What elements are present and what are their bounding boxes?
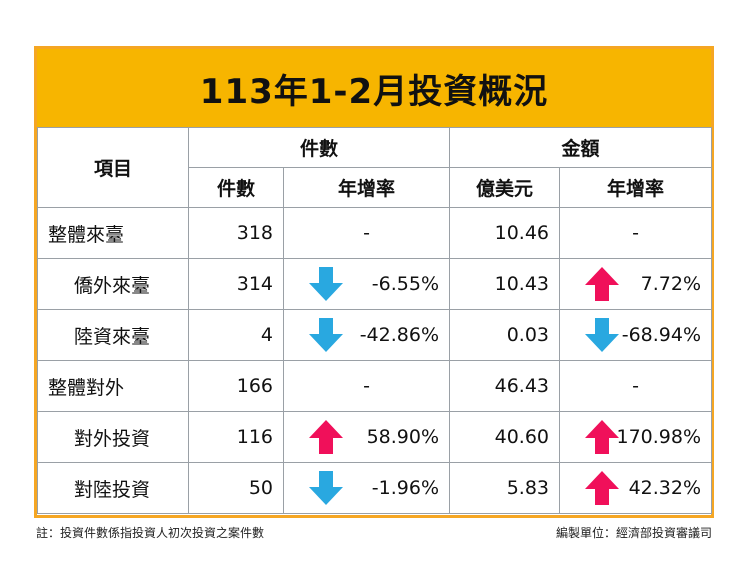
report-frame: 113年1-2月投資概況 項目 件數 金額 件數 年增率 億美元 年增率 整體來…	[34, 46, 714, 518]
table-row: 僑外來臺 314 -6.55% 10.43 7.72%	[37, 258, 713, 310]
row-amount-growth-value: 7.72%	[640, 273, 702, 295]
header-amount-unit: 億美元	[449, 167, 561, 208]
row-count-growth: -1.96%	[282, 462, 451, 514]
row-amount: 0.03	[449, 309, 561, 361]
row-label: 僑外來臺	[37, 258, 189, 310]
row-count-growth: -6.55%	[282, 258, 451, 310]
header-amount-group: 金額	[449, 127, 713, 168]
row-count: 166	[188, 360, 284, 412]
row-count-growth: -42.86%	[282, 309, 451, 361]
row-amount-growth: 42.32%	[559, 462, 713, 514]
row-count-growth-value: -6.55%	[371, 273, 440, 295]
row-amount: 46.43	[449, 360, 561, 412]
table-row: 對陸投資 50 -1.96% 5.83 42.32%	[37, 462, 713, 514]
row-amount: 40.60	[449, 411, 561, 463]
row-label: 對外投資	[37, 411, 189, 463]
up-arrow-icon	[582, 468, 622, 508]
header-count-growth: 年增率	[282, 167, 451, 208]
header-row-2: 件數 年增率 億美元 年增率	[38, 167, 713, 208]
row-count: 314	[188, 258, 284, 310]
row-amount-growth: -68.94%	[559, 309, 713, 361]
row-count: 318	[188, 207, 284, 259]
investment-table: 項目 件數 金額 件數 年增率 億美元 年增率 整體來臺 318 - 10.46 - 僑外…	[37, 127, 713, 514]
row-amount-growth-value: -	[632, 222, 639, 244]
row-amount: 10.46	[449, 207, 561, 259]
down-arrow-icon	[306, 264, 346, 304]
down-arrow-icon	[582, 315, 622, 355]
page-title: 113年1-2月投資概況	[199, 71, 549, 112]
row-count-growth-value: -42.86%	[359, 324, 440, 346]
footer-note: 註：投資件數係指投資人初次投資之案件數	[36, 526, 265, 540]
table-row: 陸資來臺 4 -42.86% 0.03 -68.94%	[37, 309, 713, 361]
row-amount-growth-value: 42.32%	[628, 477, 702, 499]
row-count-growth: 58.90%	[282, 411, 451, 463]
row-count-growth-value: -1.96%	[371, 477, 440, 499]
footer-source: 編製單位：經濟部投資審議司	[555, 526, 712, 540]
row-amount-growth-value: -	[632, 375, 639, 397]
row-count: 4	[188, 309, 284, 361]
row-count: 50	[188, 462, 284, 514]
up-arrow-icon	[582, 264, 622, 304]
row-count: 116	[188, 411, 284, 463]
down-arrow-icon	[306, 315, 346, 355]
header-item: 項目	[37, 127, 189, 208]
title-bar: 113年1-2月投資概況	[37, 49, 711, 127]
table-row: 整體來臺 318 - 10.46 -	[37, 207, 713, 259]
row-label: 整體對外	[37, 360, 189, 412]
row-label: 對陸投資	[37, 462, 189, 514]
row-amount-growth: 170.98%	[559, 411, 713, 463]
row-count-growth: -	[282, 207, 451, 259]
row-label: 陸資來臺	[37, 309, 189, 361]
row-amount-growth: -	[559, 207, 713, 259]
row-amount-growth: -	[559, 360, 713, 412]
row-amount: 5.83	[449, 462, 561, 514]
row-count-growth-value: 58.90%	[366, 426, 440, 448]
table-row: 整體對外 166 - 46.43 -	[37, 360, 713, 412]
table-body: 整體來臺 318 - 10.46 - 僑外來臺 314 -6.55% 10.43 7.72% 陸資來…	[37, 207, 713, 514]
row-count-growth-value: -	[363, 375, 370, 397]
header-row-1: 項目 件數 金額	[37, 127, 713, 208]
row-amount-growth: 7.72%	[559, 258, 713, 310]
up-arrow-icon	[582, 417, 622, 457]
row-count-growth-value: -	[363, 222, 370, 244]
row-amount: 10.43	[449, 258, 561, 310]
down-arrow-icon	[306, 468, 346, 508]
header-count: 件數	[188, 167, 284, 208]
row-amount-growth-value: -68.94%	[621, 324, 702, 346]
row-label: 整體來臺	[37, 207, 189, 259]
header-amount-growth: 年增率	[559, 167, 713, 208]
up-arrow-icon	[306, 417, 346, 457]
table-row: 對外投資 116 58.90% 40.60 170.98%	[37, 411, 713, 463]
row-amount-growth-value: 170.98%	[616, 426, 702, 448]
header-count-group: 件數	[187, 127, 451, 168]
row-count-growth: -	[282, 360, 451, 412]
